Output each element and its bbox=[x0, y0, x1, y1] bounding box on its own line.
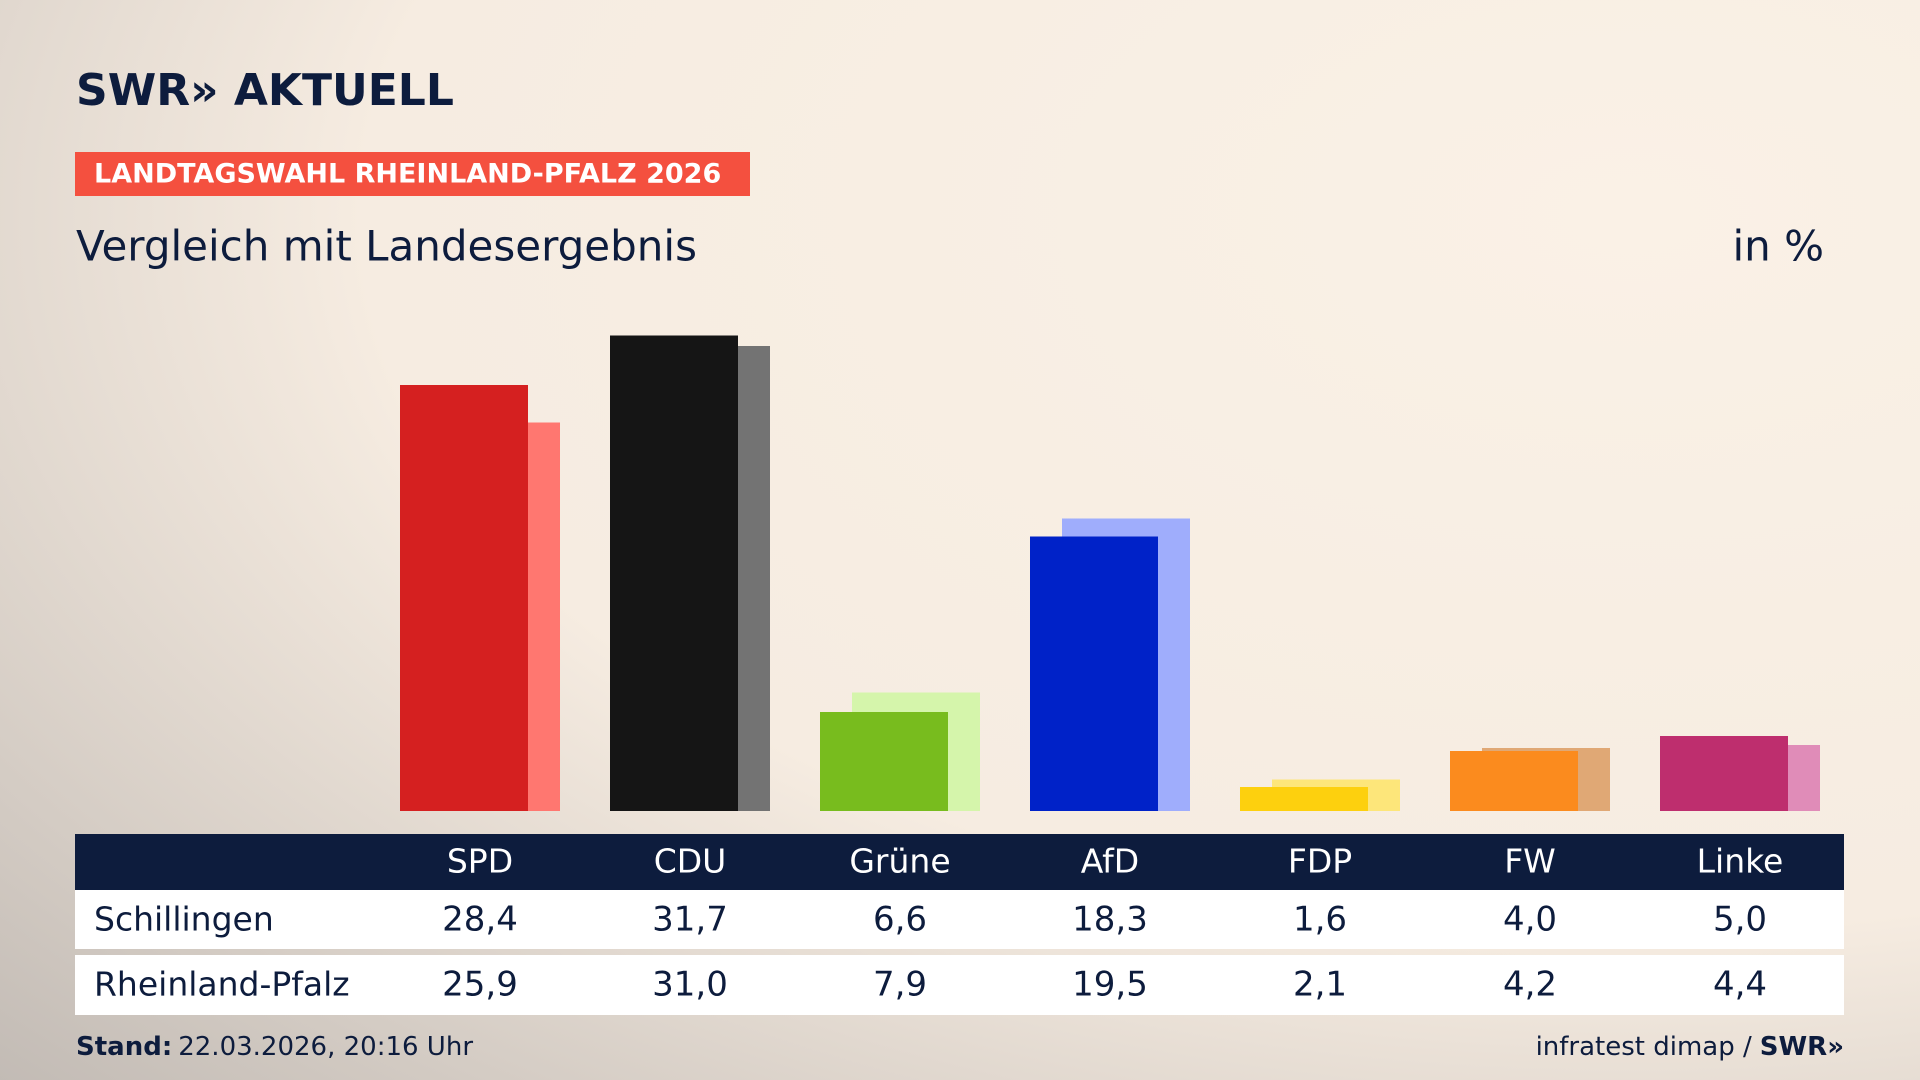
table-cell: 18,3 bbox=[1072, 900, 1148, 940]
table-cell: 2,1 bbox=[1293, 965, 1347, 1005]
logo: SWR» AKTUELL bbox=[76, 65, 454, 116]
row-label: Rheinland-Pfalz bbox=[94, 965, 350, 1004]
kicker-box bbox=[75, 152, 750, 196]
column-header: FW bbox=[1504, 842, 1556, 881]
table-cell: 31,0 bbox=[652, 965, 728, 1005]
table-cell: 4,4 bbox=[1713, 965, 1767, 1005]
table-row bbox=[75, 890, 1844, 949]
bar bbox=[1660, 736, 1788, 811]
row-label: Schillingen bbox=[94, 900, 274, 939]
table-cell: 19,5 bbox=[1072, 965, 1148, 1005]
kicker: LANDTAGSWAHL RHEINLAND-PFALZ 2026 bbox=[94, 159, 721, 190]
bar bbox=[1030, 536, 1158, 811]
stand: Stand: 22.03.2026, 20:16 Uhr bbox=[76, 1032, 473, 1062]
source-brand: SWR» bbox=[1760, 1032, 1844, 1062]
chart-title: Vergleich mit Landesergebnis bbox=[76, 222, 697, 271]
stand-label: Stand: bbox=[76, 1032, 172, 1062]
table-row bbox=[75, 955, 1844, 1015]
column-header: AfD bbox=[1081, 842, 1139, 881]
table-cell: 4,2 bbox=[1503, 965, 1557, 1005]
table-cell: 31,7 bbox=[652, 900, 728, 940]
table-header bbox=[75, 834, 1844, 890]
source: infratest dimap / SWR» bbox=[1536, 1032, 1844, 1062]
column-header: Grüne bbox=[849, 842, 950, 881]
column-header: FDP bbox=[1288, 842, 1352, 881]
table-cell: 6,6 bbox=[873, 900, 927, 940]
stand-value: 22.03.2026, 20:16 Uhr bbox=[178, 1032, 473, 1062]
table-cell: 1,6 bbox=[1293, 900, 1347, 940]
table-cell: 4,0 bbox=[1503, 900, 1557, 940]
bar bbox=[400, 385, 528, 811]
bar bbox=[820, 712, 948, 811]
bar bbox=[610, 335, 738, 811]
table-cell: 25,9 bbox=[442, 965, 518, 1005]
column-header: SPD bbox=[447, 842, 513, 881]
bar bbox=[1450, 751, 1578, 811]
column-header: CDU bbox=[654, 842, 727, 881]
table-cell: 28,4 bbox=[442, 900, 518, 940]
table-cell: 5,0 bbox=[1713, 900, 1767, 940]
table-cell: 7,9 bbox=[873, 965, 927, 1005]
source-text: infratest dimap / bbox=[1536, 1032, 1752, 1062]
unit: in % bbox=[1732, 222, 1824, 271]
bar bbox=[1240, 787, 1368, 811]
column-header: Linke bbox=[1697, 842, 1784, 881]
